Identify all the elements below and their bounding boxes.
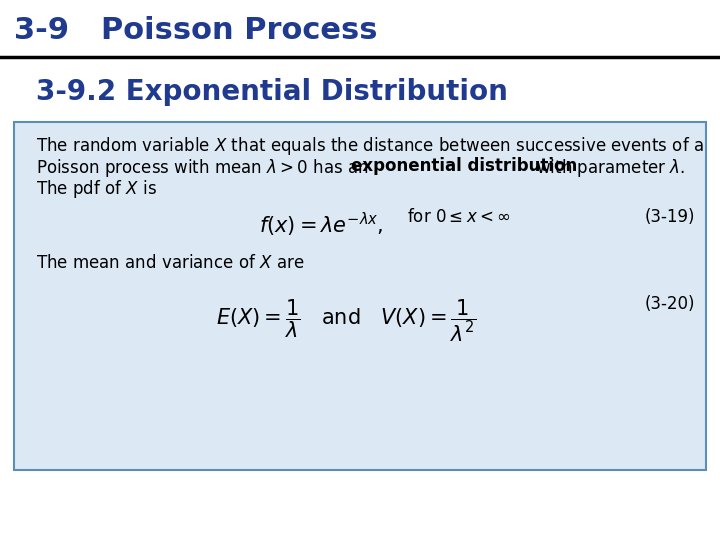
- Text: for $0 \leq x < \infty$: for $0 \leq x < \infty$: [407, 208, 510, 226]
- Text: (3-20): (3-20): [644, 295, 695, 313]
- Text: The random variable $X$ that equals the distance between successive events of a: The random variable $X$ that equals the …: [36, 135, 704, 157]
- Text: (3-19): (3-19): [644, 208, 695, 226]
- FancyBboxPatch shape: [14, 122, 706, 470]
- Text: 3-9.2 Exponential Distribution: 3-9.2 Exponential Distribution: [36, 78, 508, 106]
- Text: Poisson process with mean $\lambda > 0$ has an: Poisson process with mean $\lambda > 0$ …: [36, 157, 370, 179]
- Text: $E(X) = \dfrac{1}{\lambda}$   and   $V(X) = \dfrac{1}{\lambda^2}$: $E(X) = \dfrac{1}{\lambda}$ and $V(X) = …: [216, 298, 477, 344]
- Text: 3-9   Poisson Process: 3-9 Poisson Process: [14, 16, 378, 45]
- Text: with parameter $\lambda$.: with parameter $\lambda$.: [531, 157, 685, 179]
- Text: The mean and variance of $X$ are: The mean and variance of $X$ are: [36, 254, 305, 272]
- Text: The pdf of $X$ is: The pdf of $X$ is: [36, 178, 157, 200]
- Text: exponential distribution: exponential distribution: [351, 157, 577, 174]
- Text: $f(x) = \lambda e^{-\lambda x},$: $f(x) = \lambda e^{-\lambda x},$: [259, 211, 384, 239]
